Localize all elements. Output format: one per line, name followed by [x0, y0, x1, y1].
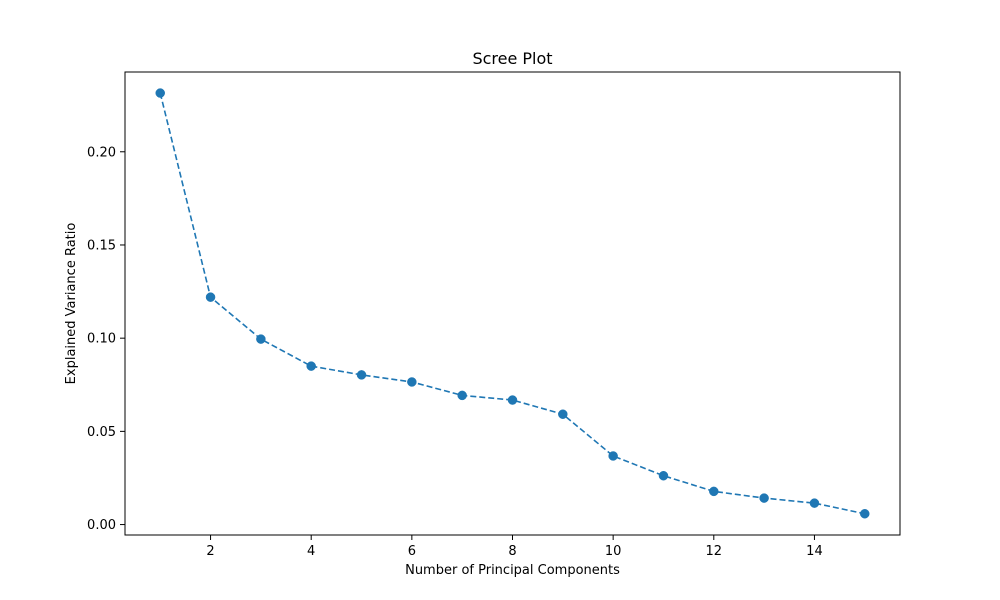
- data-point-9: [558, 409, 568, 419]
- data-point-7: [457, 390, 467, 401]
- series-line: [159, 92, 865, 515]
- data-point-13: [759, 493, 769, 503]
- series-points: [155, 88, 870, 519]
- x-tick-label: 6: [408, 544, 416, 559]
- y-axis-label: Explained Variance Ratio: [64, 223, 79, 385]
- y-axis-ticks: 0.00 0.05 0.10 0.15 0.20: [87, 145, 125, 533]
- data-point-1: [155, 88, 165, 98]
- y-tick-label: 0.10: [87, 332, 116, 347]
- y-tick-label: 0.15: [87, 238, 116, 253]
- x-tick-label: 10: [605, 544, 622, 559]
- x-tick-label: 2: [206, 544, 214, 559]
- data-point-11: [658, 470, 669, 481]
- data-point-2: [205, 292, 216, 302]
- data-point-8: [507, 395, 518, 405]
- data-point-12: [709, 486, 719, 497]
- data-point-14: [809, 498, 820, 508]
- y-tick-label: 0.00: [87, 518, 116, 533]
- data-point-4: [306, 361, 316, 371]
- x-tick-label: 4: [307, 544, 315, 559]
- x-axis-ticks: 2 4 6 8 10 12 14: [206, 535, 823, 559]
- data-point-6: [407, 377, 417, 387]
- x-axis-label: Number of Principal Components: [405, 563, 620, 578]
- data-point-10: [608, 451, 618, 461]
- y-tick-label: 0.05: [87, 425, 116, 440]
- data-point-5: [356, 370, 367, 380]
- plot-area: [124, 71, 901, 536]
- y-tick-label: 0.20: [87, 145, 116, 160]
- chart-title: Scree Plot: [472, 49, 552, 68]
- x-tick-label: 12: [706, 544, 723, 559]
- x-tick-label: 14: [806, 544, 823, 559]
- data-point-15: [860, 509, 870, 519]
- data-point-3: [256, 334, 266, 344]
- x-tick-label: 8: [508, 544, 516, 559]
